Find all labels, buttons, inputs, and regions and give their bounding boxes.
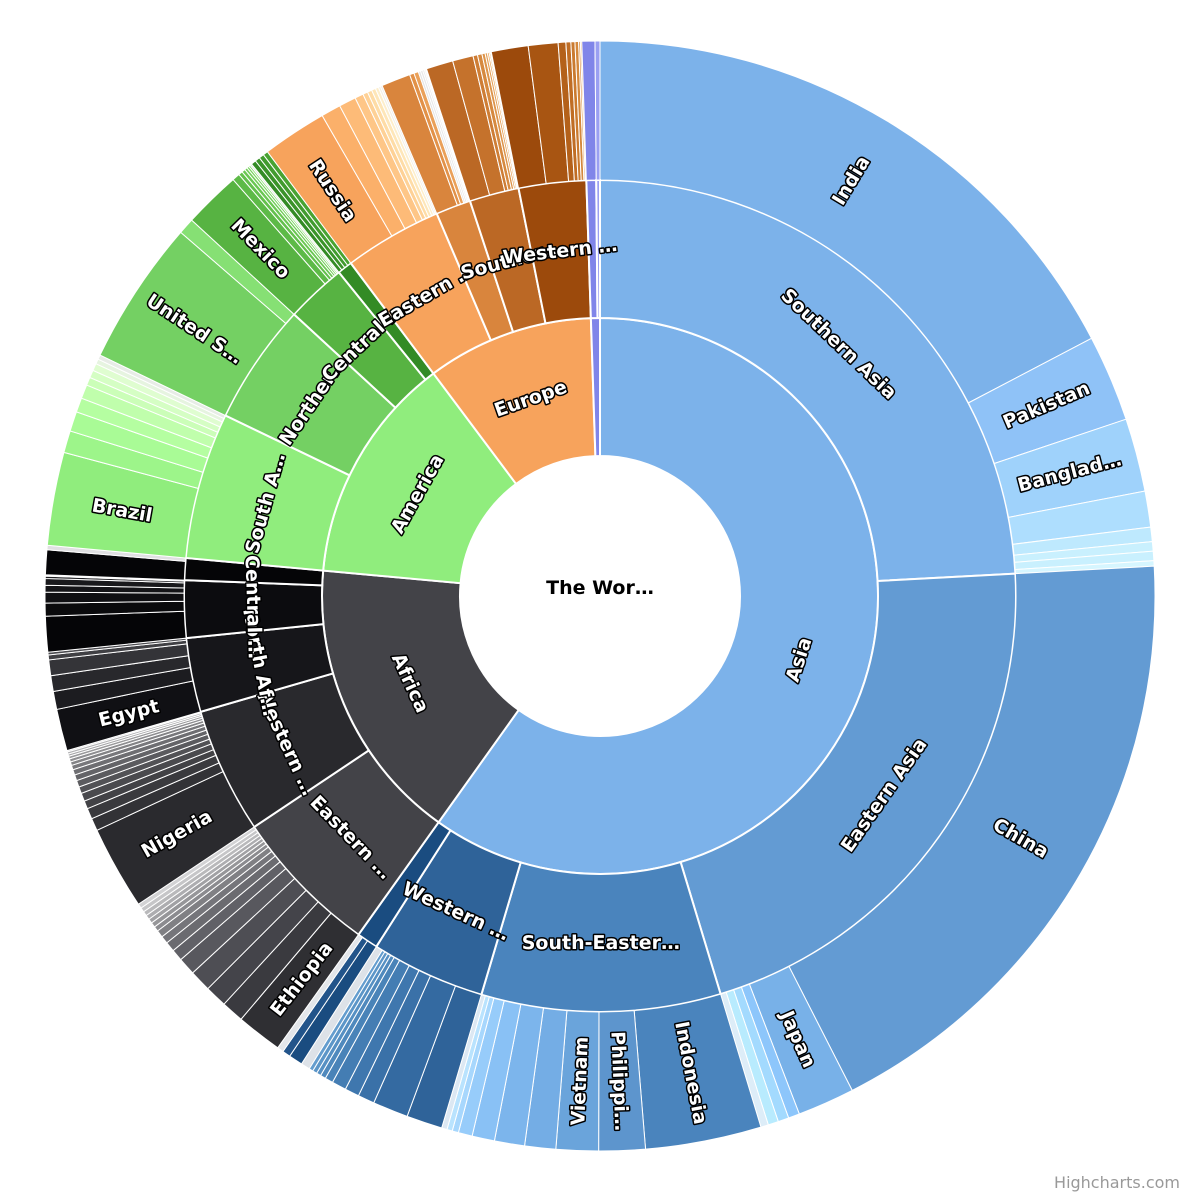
label-asia-south-eastern-asia-philippines: Philippi…	[606, 1031, 632, 1132]
segment-oceania-other-oceania-other-1[interactable]	[594, 40, 601, 181]
segments-layer	[44, 40, 1156, 1152]
label-africa-central-africa: Central …	[241, 555, 266, 659]
credits-link[interactable]: Highcharts.com	[1054, 1173, 1180, 1192]
label-asia-south-eastern-asia-vietnam: Vietnam	[567, 1036, 593, 1126]
segment-africa-central-africa-other-3[interactable]	[44, 591, 185, 604]
segment-asia-eastern-asia-china[interactable]	[788, 565, 1156, 1092]
segment-asia-southern-asia-india[interactable]	[599, 40, 1093, 404]
label-asia-south-eastern-asia: South-Easter…	[522, 932, 680, 954]
label-root: The Wor…	[546, 577, 654, 599]
